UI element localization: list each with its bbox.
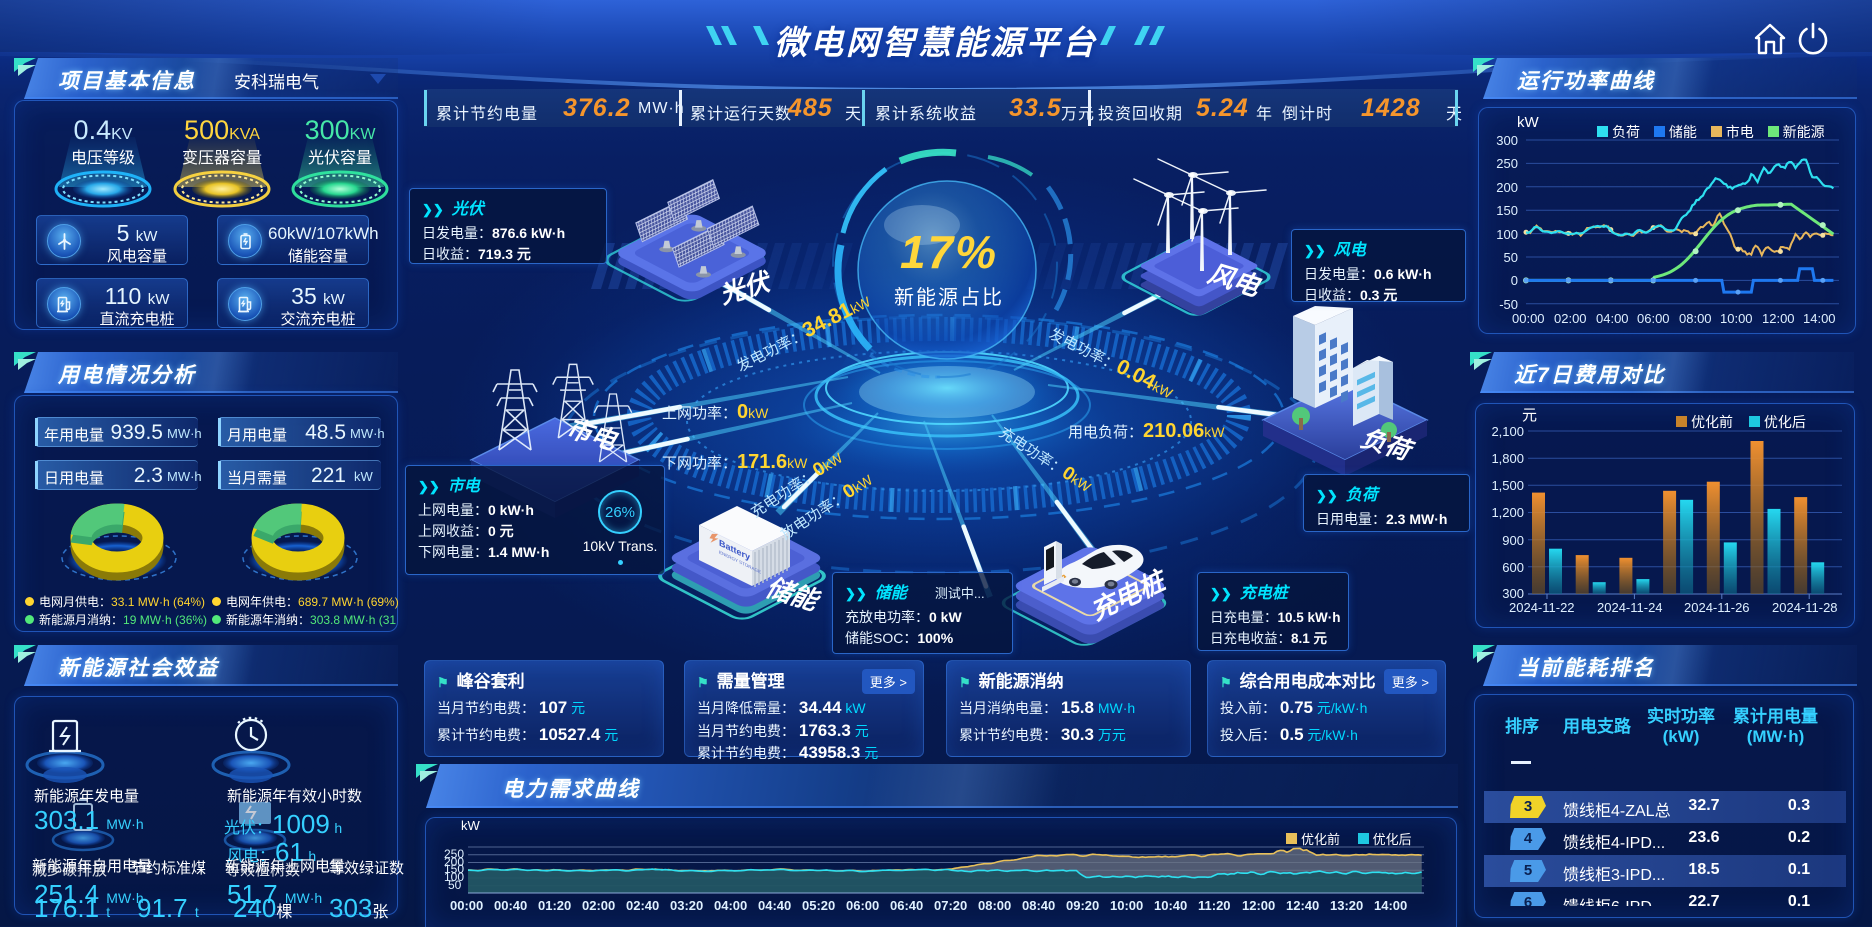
svg-text:新能源占比: 新能源占比 bbox=[894, 286, 1004, 309]
svg-text:下网功率：171.6kW: 下网功率：171.6kW bbox=[662, 451, 808, 473]
svg-text:用电负荷：210.06kW: 用电负荷：210.06kW bbox=[1068, 420, 1225, 442]
svg-text:上网功率：0kW: 上网功率：0kW bbox=[662, 401, 769, 423]
svg-text:17%: 17% bbox=[900, 226, 998, 278]
